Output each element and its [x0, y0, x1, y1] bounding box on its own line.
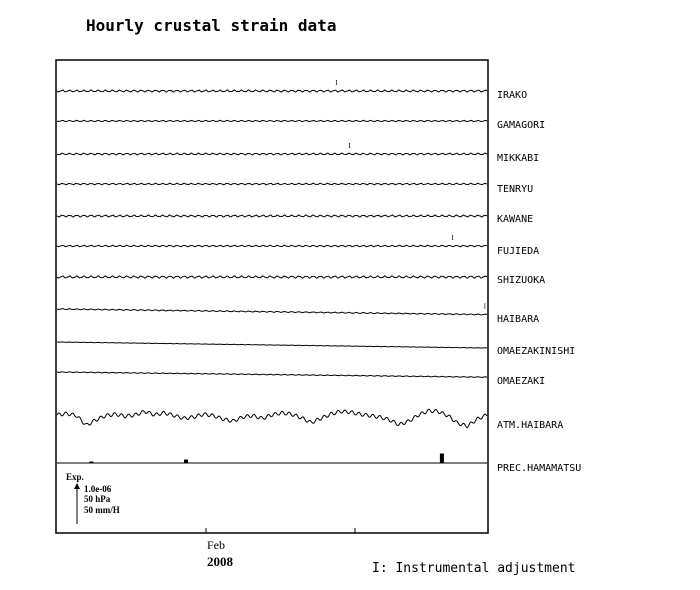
series-label-tenryu: TENRYU	[497, 184, 533, 195]
series-label-irako: IRAKO	[497, 90, 527, 101]
scale-legend-heading: Exp.	[66, 472, 84, 482]
series-line-irako	[56, 89, 488, 93]
chart-title: Hourly crustal strain data	[86, 16, 336, 35]
series-line-fujieda	[56, 244, 488, 248]
series-label-atm-haibara: ATM.HAIBARA	[497, 420, 563, 431]
adjustment-marker-irako-0: I	[335, 79, 338, 87]
plot-frame	[55, 59, 489, 534]
adjustment-marker-haibara-0: I	[484, 303, 487, 311]
series-line-kawane	[56, 214, 488, 218]
series-label-omaezakinishi: OMAEZAKINISHI	[497, 346, 575, 357]
instrumental-adjustment-note: I: Instrumental adjustment	[372, 561, 576, 576]
x-axis: Feb 2008	[205, 528, 356, 569]
adjustment-marker-mikkabi-0: I	[348, 142, 351, 150]
scale-arrow-head	[74, 483, 80, 489]
series-line-haibara	[56, 308, 488, 316]
series-label-haibara: HAIBARA	[497, 314, 539, 325]
series-label-kawane: KAWANE	[497, 214, 533, 225]
scale-legend-strain: 1.0e-06	[84, 484, 112, 494]
precip-spike-3	[439, 453, 444, 463]
series-label-mikkabi: MIKKABI	[497, 153, 539, 164]
series-line-atm-haibara	[56, 408, 488, 429]
series-line-omaezakinishi	[56, 341, 488, 349]
series-label-shizuoka: SHIZUOKA	[497, 275, 545, 286]
series-line-shizuoka	[56, 275, 488, 279]
series-traces: I I I I	[56, 79, 488, 464]
series-line-mikkabi	[56, 152, 488, 156]
scale-legend-pressure: 50 hPa	[84, 494, 111, 504]
x-tick-sublabel-0: 2008	[207, 554, 234, 569]
precip-spike-2	[227, 462, 231, 463]
series-label-gamagori: GAMAGORI	[497, 120, 545, 131]
series-line-omaezaki	[56, 371, 488, 378]
scale-legend: Exp. 1.0e-06 50 hPa 50 mm/H	[66, 472, 120, 524]
precip-spike-0	[89, 461, 94, 463]
x-tick-label-0: Feb	[207, 538, 225, 552]
series-label-prec-hamamatsu: PREC.HAMAMATSU	[497, 463, 581, 474]
series-line-tenryu	[56, 182, 488, 186]
series-label-fujieda: FUJIEDA	[497, 246, 539, 257]
adjustment-marker-fujieda-0: I	[451, 234, 454, 242]
series-label-omaezaki: OMAEZAKI	[497, 376, 545, 387]
scale-legend-precip: 50 mm/H	[84, 505, 120, 515]
series-labels: IRAKO GAMAGORI MIKKABI TENRYU KAWANE FUJIEDA S…	[497, 90, 581, 474]
precip-spike-1	[184, 459, 188, 463]
series-line-gamagori	[56, 119, 488, 123]
